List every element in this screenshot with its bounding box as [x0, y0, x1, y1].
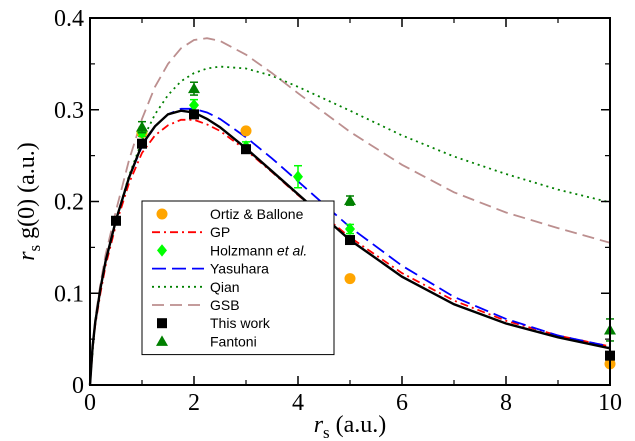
this-work-point [345, 235, 355, 246]
y-axis-label: rs g(0) (a.u.) [14, 142, 44, 261]
legend-label-gsb: GSB [210, 297, 240, 313]
x-tick-label: 4 [292, 390, 304, 416]
legend-label-holzmann-et-al: Holzmann et al. [210, 242, 307, 258]
this-work-point [137, 138, 147, 149]
fantoni-point [188, 82, 200, 94]
fantoni-point [344, 194, 356, 206]
y-tick-label: 0.4 [54, 6, 84, 32]
legend-swatch-fantoni [156, 335, 168, 346]
ortiz-ballone-point [344, 273, 356, 285]
points-layer [111, 81, 616, 370]
x-tick-label: 10 [598, 390, 622, 416]
ortiz-ballone-point [240, 125, 252, 137]
fantoni-point [136, 121, 148, 132]
legend-label-this-work: This work [210, 315, 271, 331]
x-tick-label: 6 [396, 390, 408, 416]
x-axis-label: rs (a.u.) [314, 412, 387, 441]
x-tick-label: 0 [84, 390, 96, 416]
x-tick-label: 8 [500, 390, 512, 416]
curve-black-solid [88, 109, 611, 386]
legend-box [141, 200, 335, 356]
legend-swatch-this-work [157, 318, 167, 329]
y-tick-label: 0 [72, 373, 84, 399]
y-tick-label: 0.3 [54, 98, 84, 124]
curve-gsb [89, 37, 611, 386]
legend-label-yasuhara: Yasuhara [210, 261, 269, 277]
legend-label-ortiz-ballone: Ortiz & Ballone [210, 206, 304, 222]
legend-label-fantoni: Fantoni [210, 333, 257, 349]
legend: Ortiz & Ballone GP Holzmann et al. Yasuhara… [141, 200, 335, 356]
legend-swatch-holzmann-et-al [157, 244, 167, 257]
legend-label-gp: GP [210, 224, 230, 240]
legend-label-qian: Qian [210, 279, 240, 295]
holzmann-et-al-point [293, 170, 303, 183]
curves-layer [88, 37, 611, 386]
y-tick-label: 0.2 [54, 190, 84, 216]
this-work-point [189, 109, 199, 120]
holzmann-et-al-point [189, 98, 199, 112]
this-work-point [241, 144, 251, 155]
y-tick-label: 0.1 [54, 281, 84, 307]
ticks-layer: 0 2 4 6 8 10 0 0.1 0.2 0.3 0.4 [54, 6, 622, 416]
x-tick-label: 2 [188, 390, 200, 416]
legend-swatch-ortiz-ballone [156, 208, 168, 220]
this-work-point [111, 215, 121, 226]
holzmann-et-al-point [345, 222, 355, 236]
